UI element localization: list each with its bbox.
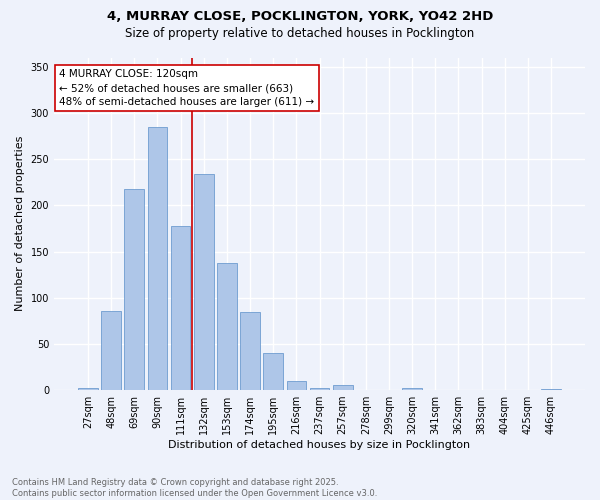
- Bar: [78, 388, 98, 390]
- Text: Size of property relative to detached houses in Pocklington: Size of property relative to detached ho…: [125, 28, 475, 40]
- Text: Contains HM Land Registry data © Crown copyright and database right 2025.
Contai: Contains HM Land Registry data © Crown c…: [12, 478, 377, 498]
- Bar: [124, 188, 144, 390]
- Text: 4, MURRAY CLOSE, POCKLINGTON, YORK, YO42 2HD: 4, MURRAY CLOSE, POCKLINGTON, YORK, YO42…: [107, 10, 493, 23]
- Bar: [310, 388, 329, 390]
- Bar: [101, 310, 121, 390]
- Bar: [148, 127, 167, 390]
- Bar: [217, 262, 237, 390]
- Bar: [287, 381, 306, 390]
- Text: 4 MURRAY CLOSE: 120sqm
← 52% of detached houses are smaller (663)
48% of semi-de: 4 MURRAY CLOSE: 120sqm ← 52% of detached…: [59, 69, 314, 107]
- Bar: [194, 174, 214, 390]
- Bar: [541, 389, 561, 390]
- Bar: [171, 226, 190, 390]
- Y-axis label: Number of detached properties: Number of detached properties: [15, 136, 25, 312]
- Bar: [402, 388, 422, 390]
- Bar: [333, 386, 353, 390]
- Bar: [240, 312, 260, 390]
- Bar: [263, 353, 283, 390]
- X-axis label: Distribution of detached houses by size in Pocklington: Distribution of detached houses by size …: [169, 440, 470, 450]
